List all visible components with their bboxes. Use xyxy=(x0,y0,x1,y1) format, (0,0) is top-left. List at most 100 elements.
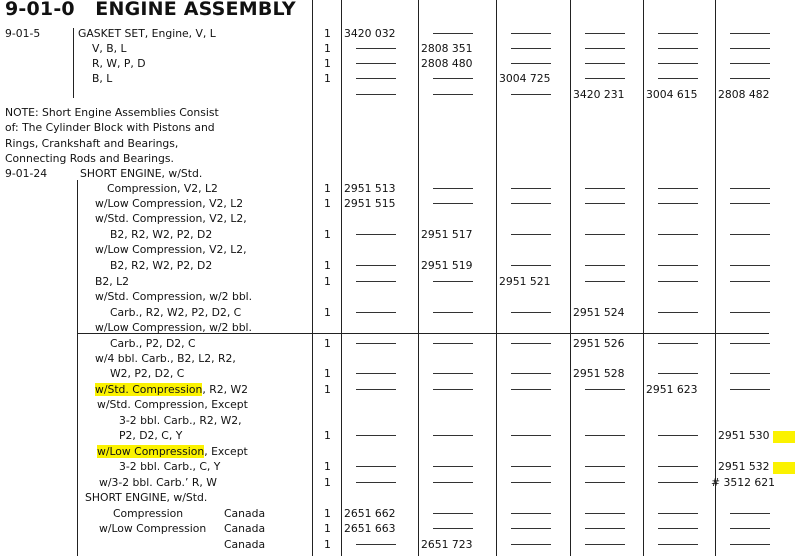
empty-dash xyxy=(511,466,551,467)
empty-dash xyxy=(433,33,473,34)
table-row: Carb., P2, D2, C 1 2951 526 xyxy=(0,336,800,351)
empty-dash xyxy=(356,281,396,282)
part-description: Connecting Rods and Bearings. xyxy=(5,152,174,165)
table-row: 3-2 bbl. Carb., C, Y 1 2951 532 xyxy=(0,459,800,474)
empty-dash xyxy=(356,78,396,79)
empty-dash xyxy=(433,281,473,282)
part-number: 2651 723 xyxy=(421,538,473,551)
empty-dash xyxy=(585,78,625,79)
part-description: V, B, L xyxy=(92,42,127,55)
empty-dash xyxy=(585,33,625,34)
empty-dash xyxy=(511,265,551,266)
table-row: w/Std. Compression, w/2 bbl. xyxy=(0,289,800,304)
empty-dash xyxy=(730,78,770,79)
empty-dash xyxy=(511,94,551,95)
empty-dash xyxy=(356,265,396,266)
empty-dash xyxy=(658,48,698,49)
empty-dash xyxy=(658,544,698,545)
part-number: 2951 517 xyxy=(421,228,473,241)
empty-dash xyxy=(356,482,396,483)
quantity: 1 xyxy=(324,259,331,272)
part-number: 2808 351 xyxy=(421,42,473,55)
empty-dash xyxy=(433,389,473,390)
part-number: 2651 662 xyxy=(344,507,396,520)
part-description: SHORT ENGINE, w/Std. xyxy=(80,167,203,180)
empty-dash xyxy=(433,482,473,483)
empty-dash xyxy=(433,203,473,204)
empty-dash xyxy=(658,373,698,374)
table-row: w/Low Compression, V2, L2 1 2951 515 xyxy=(0,196,800,211)
empty-dash xyxy=(585,389,625,390)
empty-dash xyxy=(433,94,473,95)
empty-dash xyxy=(585,63,625,64)
empty-dash xyxy=(511,48,551,49)
description-rest: , Except xyxy=(204,445,248,458)
part-number: 2951 524 xyxy=(573,306,625,319)
table-row: Canada 1 2651 723 xyxy=(0,537,800,552)
table-row: B2, R2, W2, P2, D2 1 2951 517 xyxy=(0,227,800,242)
empty-dash xyxy=(585,234,625,235)
highlight-mark xyxy=(773,431,795,443)
table-row: 9-01-24 SHORT ENGINE, w/Std. xyxy=(0,166,800,181)
part-number: 2808 480 xyxy=(421,57,473,70)
empty-dash xyxy=(658,482,698,483)
empty-dash xyxy=(356,48,396,49)
empty-dash xyxy=(356,63,396,64)
quantity: 1 xyxy=(324,197,331,210)
table-row: B, L 1 3004 725 xyxy=(0,71,800,86)
quantity: 1 xyxy=(324,476,331,489)
quantity: 1 xyxy=(324,367,331,380)
part-description: B2, R2, W2, P2, D2 xyxy=(110,259,213,272)
highlighted-text: w/Low Compression xyxy=(97,445,205,458)
table-row: w/4 bbl. Carb., B2, L2, R2, xyxy=(0,351,800,366)
quantity: 1 xyxy=(324,42,331,55)
part-description: Carb., R2, W2, P2, D2, C xyxy=(110,306,242,319)
empty-dash xyxy=(658,312,698,313)
part-description: W2, P2, D2, C xyxy=(110,367,185,380)
part-code: 9-01-24 xyxy=(5,167,48,180)
empty-dash xyxy=(511,234,551,235)
quantity: 1 xyxy=(324,460,331,473)
table-row: w/Std. Compression, Except xyxy=(0,397,800,412)
empty-dash xyxy=(730,33,770,34)
table-row: P2, D2, C, Y 1 2951 530 xyxy=(0,428,800,443)
table-row: w/Std. Compression, V2, L2, xyxy=(0,211,800,226)
col4-left xyxy=(570,0,571,556)
quantity: 1 xyxy=(324,337,331,350)
empty-dash xyxy=(658,188,698,189)
part-number: 2808 482 xyxy=(718,88,770,101)
table-row: 3420 231 3004 615 2808 482 xyxy=(0,87,800,102)
empty-dash xyxy=(585,281,625,282)
empty-dash xyxy=(511,389,551,390)
table-row: B2, L2 1 2951 521 xyxy=(0,274,800,289)
quantity: 1 xyxy=(324,429,331,442)
empty-dash xyxy=(730,544,770,545)
qty-col-left xyxy=(312,0,313,556)
part-description: 3-2 bbl. Carb., C, Y xyxy=(119,460,221,473)
empty-dash xyxy=(511,63,551,64)
empty-dash xyxy=(585,513,625,514)
table-row: SHORT ENGINE, w/Std. xyxy=(0,490,800,505)
empty-dash xyxy=(730,528,770,529)
part-number: 2951 532 xyxy=(718,460,770,473)
region-label: Canada xyxy=(224,522,266,535)
empty-dash xyxy=(658,78,698,79)
empty-dash xyxy=(730,265,770,266)
table-row: Compression, V2, L2 1 2951 513 xyxy=(0,181,800,196)
part-number: 2951 530 xyxy=(718,429,770,442)
highlighted-text: w/Std. Compression xyxy=(95,383,203,396)
empty-dash xyxy=(511,482,551,483)
description-rest: , R2, W2 xyxy=(202,383,248,396)
part-number: 3420 032 xyxy=(344,27,396,40)
table-row: Connecting Rods and Bearings. xyxy=(0,151,800,166)
empty-dash xyxy=(511,312,551,313)
empty-dash xyxy=(433,78,473,79)
empty-dash xyxy=(356,373,396,374)
empty-dash xyxy=(658,466,698,467)
empty-dash xyxy=(658,435,698,436)
col6-left xyxy=(715,0,716,556)
part-description: w/4 bbl. Carb., B2, L2, R2, xyxy=(95,352,236,365)
empty-dash xyxy=(658,343,698,344)
empty-dash xyxy=(356,544,396,545)
empty-dash xyxy=(585,265,625,266)
